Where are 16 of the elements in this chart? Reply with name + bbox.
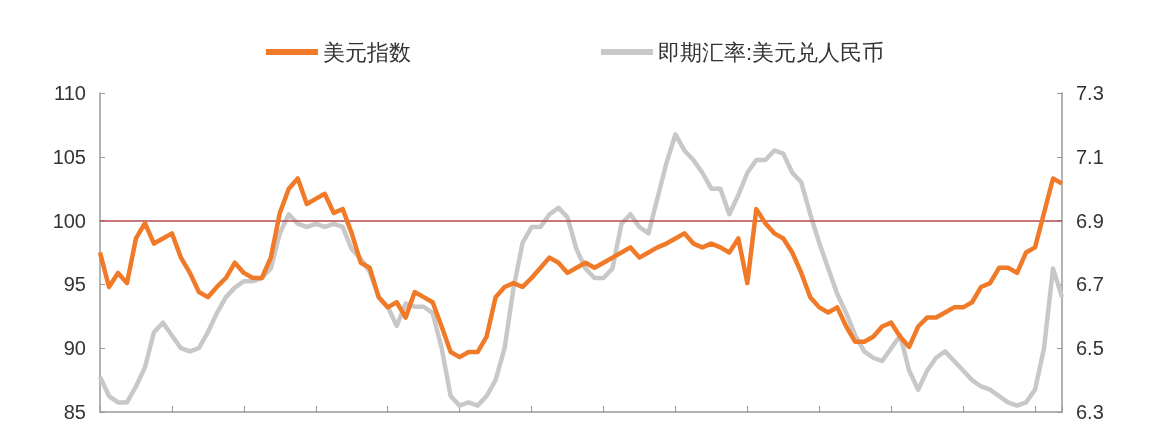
- y-tick-label: 105: [52, 145, 86, 168]
- y2-tick-label: 7.3: [1076, 82, 1104, 104]
- y2-tick-label: 6.3: [1076, 401, 1104, 423]
- y-tick-label: 85: [63, 401, 86, 423]
- y2-tick-label: 6.7: [1076, 273, 1104, 296]
- line-series: [97, 176, 1065, 360]
- y-tick-label: 90: [63, 337, 86, 360]
- y-tick-label: 95: [63, 273, 86, 296]
- y2-tick-label: 6.9: [1076, 209, 1104, 232]
- y2-tick-label: 7.1: [1076, 145, 1104, 168]
- legend-label: 即期汇率:美元兑人民币: [657, 39, 885, 65]
- legend-label: 美元指数: [322, 39, 411, 65]
- y2-tick-label: 6.5: [1076, 337, 1104, 360]
- y-tick-label: 110: [54, 82, 86, 104]
- y-tick-label: 100: [52, 209, 86, 232]
- line-series: [97, 132, 1065, 408]
